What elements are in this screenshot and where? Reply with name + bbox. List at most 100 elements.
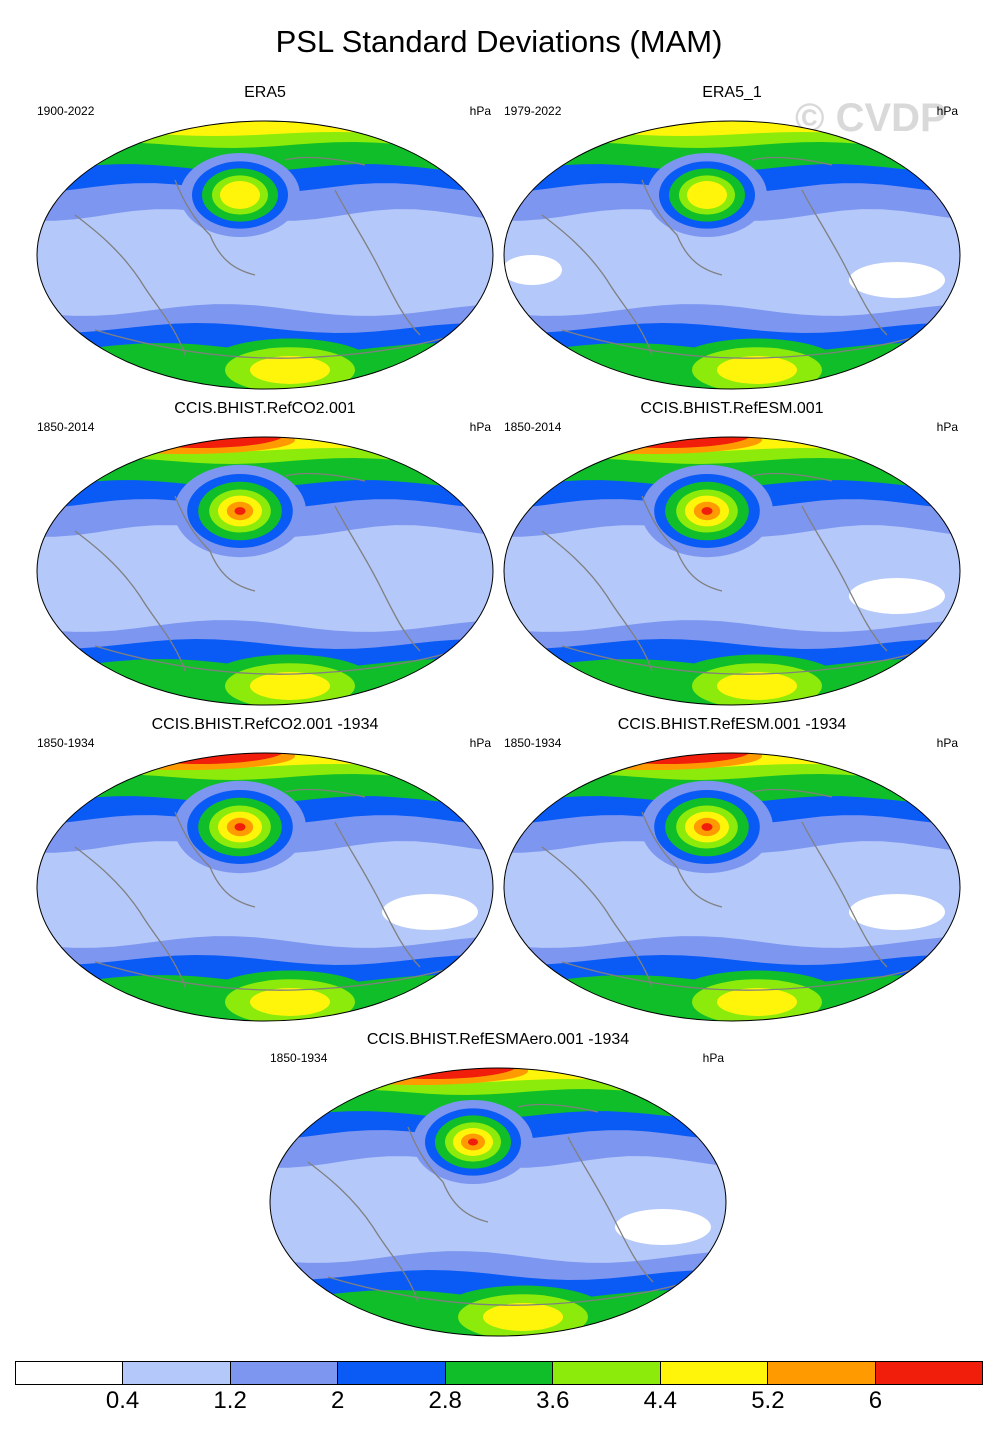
legend-swatch — [16, 1362, 124, 1384]
coastline — [174, 179, 256, 276]
legend-swatch — [660, 1362, 769, 1384]
panel-units: hPa — [702, 1051, 724, 1065]
legend-label: 0.4 — [105, 1387, 140, 1414]
legend-swatch — [875, 1362, 982, 1384]
map-border — [503, 752, 961, 1022]
coastline — [561, 645, 933, 675]
legend-label: 1.2 — [213, 1387, 247, 1414]
map-border — [36, 120, 494, 390]
coastline — [541, 214, 653, 356]
coastline — [284, 788, 366, 798]
coastline — [517, 1103, 599, 1113]
coastline — [94, 645, 466, 675]
panel-units: hPa — [469, 104, 491, 118]
map-border — [36, 752, 494, 1022]
panel-title: ERA5_1 — [702, 84, 762, 101]
panel-years: 1979-2022 — [504, 104, 562, 118]
field-aleutian-ring — [701, 823, 713, 831]
coastline — [561, 329, 933, 359]
map-panel: CCIS.BHIST.RefCO2.001 -1934 1850-1934 hP… — [35, 716, 495, 1022]
coastline — [751, 472, 833, 482]
legend-swatch — [230, 1362, 339, 1384]
map-plot — [503, 120, 961, 390]
coastline — [174, 811, 256, 908]
panel-title: CCIS.BHIST.RefCO2.001 — [174, 400, 356, 417]
map-panel: CCIS.BHIST.RefCO2.001 1850-2014 hPa — [35, 400, 495, 706]
field-tropical-white — [849, 894, 945, 930]
panel-title: CCIS.BHIST.RefESM.001 -1934 — [617, 716, 847, 733]
field-aleutian-ring — [687, 181, 727, 209]
map-plot — [269, 1067, 727, 1337]
map-panel: CCIS.BHIST.RefESM.001 1850-2014 hPa — [502, 400, 962, 706]
panel-title: CCIS.BHIST.RefESM.001 — [640, 400, 824, 417]
field-tropical-white — [615, 1209, 711, 1245]
field-north-band-5 — [504, 121, 960, 136]
coastline — [407, 1126, 489, 1223]
field-southern-ring — [717, 672, 797, 700]
coastline — [307, 1161, 419, 1303]
map-border — [503, 120, 961, 390]
map-border — [269, 1067, 727, 1337]
field-aleutian-ring — [701, 507, 713, 515]
coastline — [284, 472, 366, 482]
coastline — [74, 214, 186, 356]
coastline — [801, 505, 888, 652]
field-tropical-white — [504, 255, 562, 285]
panel-units: hPa — [469, 736, 491, 750]
map-panel: CCIS.BHIST.RefESMAero.001 -1934 1850-193… — [268, 1031, 728, 1337]
coastline — [94, 329, 466, 359]
map-border — [503, 436, 961, 706]
legend-swatch — [768, 1362, 876, 1384]
panel-years: 1850-1934 — [270, 1051, 328, 1065]
figure-title: PSL Standard Deviations (MAM) — [275, 24, 723, 59]
coastline — [74, 846, 186, 988]
coastline — [334, 505, 421, 652]
field-aleutian-ring — [234, 507, 246, 515]
field-north-band-5 — [37, 121, 493, 136]
legend-label: 6 — [868, 1387, 883, 1414]
legend-swatch — [445, 1362, 554, 1384]
legend-label: 4.4 — [643, 1387, 678, 1414]
panel-years: 1850-2014 — [504, 420, 562, 434]
coastline — [541, 530, 653, 672]
coastline — [641, 811, 723, 908]
panel-years: 1900-2022 — [37, 104, 95, 118]
panel-years: 1850-2014 — [37, 420, 95, 434]
coastline — [561, 961, 933, 991]
map-field — [504, 121, 960, 389]
legend-label: 2.8 — [428, 1387, 462, 1414]
field-southern-ring — [250, 672, 330, 700]
coastline — [174, 495, 256, 592]
panel-title: CCIS.BHIST.RefCO2.001 -1934 — [151, 716, 379, 733]
coastline — [541, 846, 653, 988]
map-plot — [503, 752, 961, 1022]
map-border — [36, 436, 494, 706]
map-plot — [36, 752, 494, 1022]
legend-label: 5.2 — [751, 1387, 785, 1414]
coastline — [334, 821, 421, 968]
field-tropical-white — [382, 894, 478, 930]
coastline — [641, 495, 723, 592]
coastline — [94, 961, 466, 991]
field-southern-ring — [717, 988, 797, 1016]
color-legend — [15, 1361, 983, 1385]
coastline — [751, 788, 833, 798]
panel-units: hPa — [936, 420, 958, 434]
field-southern-ring — [483, 1303, 563, 1331]
coastline — [284, 156, 366, 166]
map-panel: CCIS.BHIST.RefESM.001 -1934 1850-1934 hP… — [502, 716, 962, 1022]
legend-swatch — [123, 1362, 231, 1384]
map-plot — [36, 436, 494, 706]
field-southern-ring — [717, 356, 797, 384]
field-tropical-white — [849, 262, 945, 298]
legend-swatch — [338, 1362, 446, 1384]
field-aleutian-ring — [220, 181, 260, 209]
legend-label: 2 — [330, 1387, 345, 1414]
map-plot — [36, 120, 494, 390]
coastline — [801, 189, 888, 336]
field-aleutian-ring — [234, 823, 246, 831]
panel-units: hPa — [936, 104, 958, 118]
coastline — [751, 156, 833, 166]
panel-title: ERA5 — [244, 84, 286, 101]
map-panel: ERA5 1900-2022 hPa — [35, 84, 495, 390]
